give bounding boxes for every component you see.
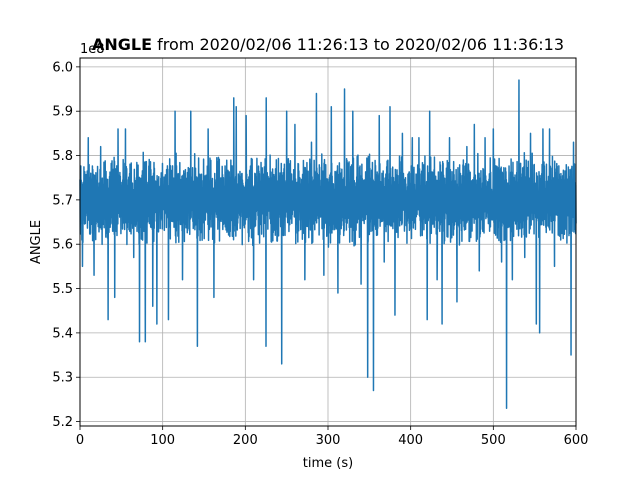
x-axis-ticks: 0 100 200 300 400 500 600	[76, 426, 589, 448]
x-tick-label: 200	[233, 433, 258, 448]
y-tick-label: 6.0	[52, 60, 73, 75]
y-tick-label: 5.4	[52, 326, 73, 341]
series-line	[79, 79, 577, 410]
y-tick-label: 5.5	[52, 282, 73, 297]
y-axis-label: ANGLE	[29, 220, 44, 264]
y-tick-label: 5.8	[52, 149, 73, 164]
y-tick-label: 5.6	[52, 238, 73, 253]
y-axis-ticks: 5.2 5.3 5.4 5.5 5.6 5.7 5.8 5.9 6.0	[52, 60, 80, 430]
y-tick-label: 5.3	[52, 371, 73, 386]
x-tick-label: 600	[564, 433, 589, 448]
y-tick-label: 5.2	[52, 415, 73, 430]
chart-title-rest: from 2020/02/06 11:26:13 to 2020/02/06 1…	[152, 35, 564, 54]
chart-title-bold: ANGLE	[92, 35, 152, 54]
x-tick-label: 300	[316, 433, 341, 448]
x-axis-label: time (s)	[303, 456, 353, 471]
chart-title: ANGLE from 2020/02/06 11:26:13 to 2020/0…	[92, 35, 564, 54]
x-tick-label: 500	[481, 433, 506, 448]
y-offset-label: 1e8	[80, 42, 105, 57]
x-tick-label: 400	[398, 433, 423, 448]
x-tick-label: 100	[150, 433, 175, 448]
y-tick-label: 5.7	[52, 193, 73, 208]
x-tick-label: 0	[76, 433, 84, 448]
series-angle	[79, 79, 577, 410]
y-tick-label: 5.9	[52, 105, 73, 120]
